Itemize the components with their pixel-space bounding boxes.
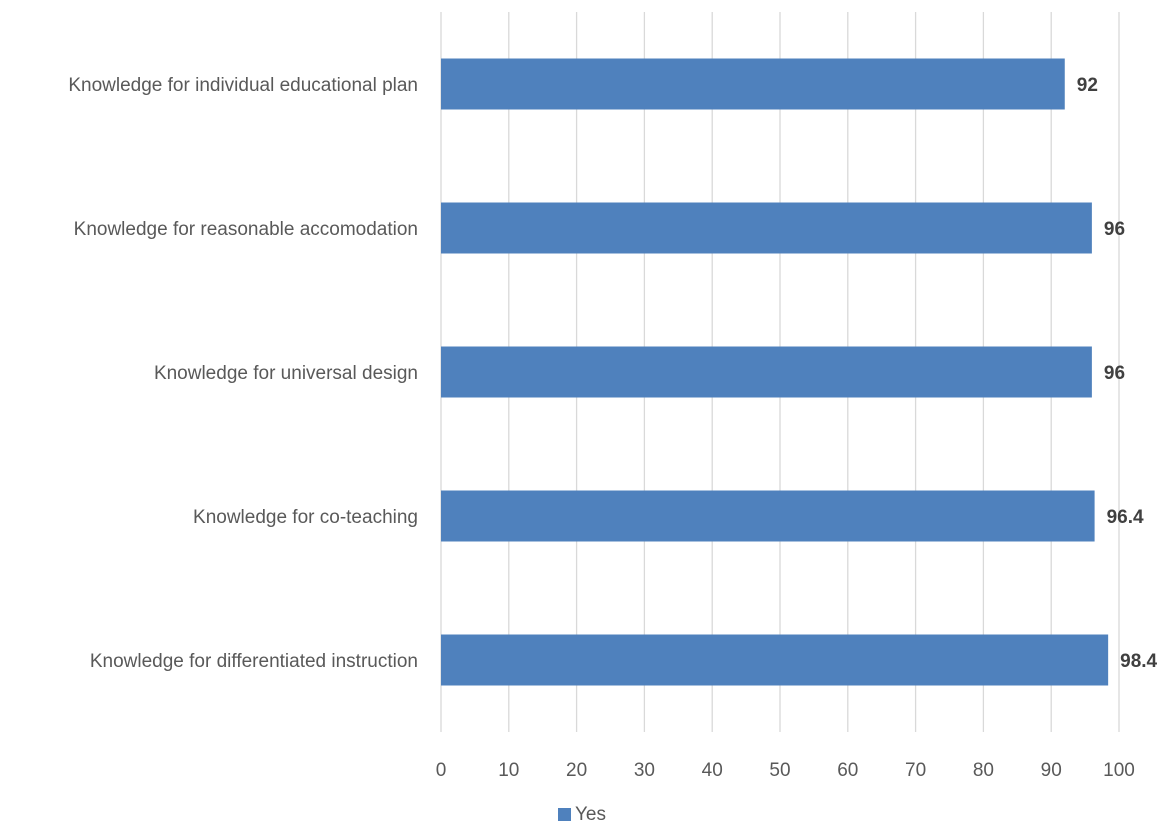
x-tick-label: 90: [1041, 760, 1062, 781]
bar: [441, 58, 1065, 110]
data-label: 96: [1104, 363, 1125, 384]
data-label: 96.4: [1107, 507, 1144, 528]
bar: [441, 346, 1092, 398]
x-tick-label: 50: [769, 760, 790, 781]
x-tick-label: 60: [837, 760, 858, 781]
category-label: Knowledge for individual educational pla…: [68, 75, 418, 96]
x-tick-label: 20: [566, 760, 587, 781]
category-label: Knowledge for reasonable accomodation: [74, 219, 418, 240]
legend: Yes: [558, 804, 606, 825]
category-label: Knowledge for co-teaching: [193, 507, 418, 528]
labels: 0 10 20 30 40 50 60 70 80 90 100 Knowledge for indi…: [68, 75, 1157, 781]
category-label: Knowledge for differentiated instruction: [90, 651, 418, 672]
bar: [441, 490, 1095, 542]
x-tick-label: 10: [498, 760, 519, 781]
bar: [441, 634, 1109, 686]
data-label: 92: [1077, 75, 1098, 96]
x-tick-label: 100: [1103, 760, 1135, 781]
bar: [441, 202, 1092, 254]
x-tick-label: 30: [634, 760, 655, 781]
data-label: 98.4: [1120, 651, 1157, 672]
legend-label: Yes: [575, 804, 606, 825]
x-tick-label: 80: [973, 760, 994, 781]
x-tick-label: 40: [702, 760, 723, 781]
legend-swatch: [558, 808, 571, 821]
x-tick-label: 70: [905, 760, 926, 781]
bars: [441, 58, 1109, 686]
x-tick-label: 0: [436, 760, 447, 781]
category-label: Knowledge for universal design: [154, 363, 418, 384]
data-label: 96: [1104, 219, 1125, 240]
